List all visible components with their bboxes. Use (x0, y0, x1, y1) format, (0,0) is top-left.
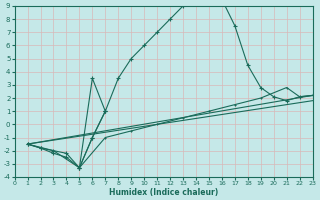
X-axis label: Humidex (Indice chaleur): Humidex (Indice chaleur) (109, 188, 218, 197)
